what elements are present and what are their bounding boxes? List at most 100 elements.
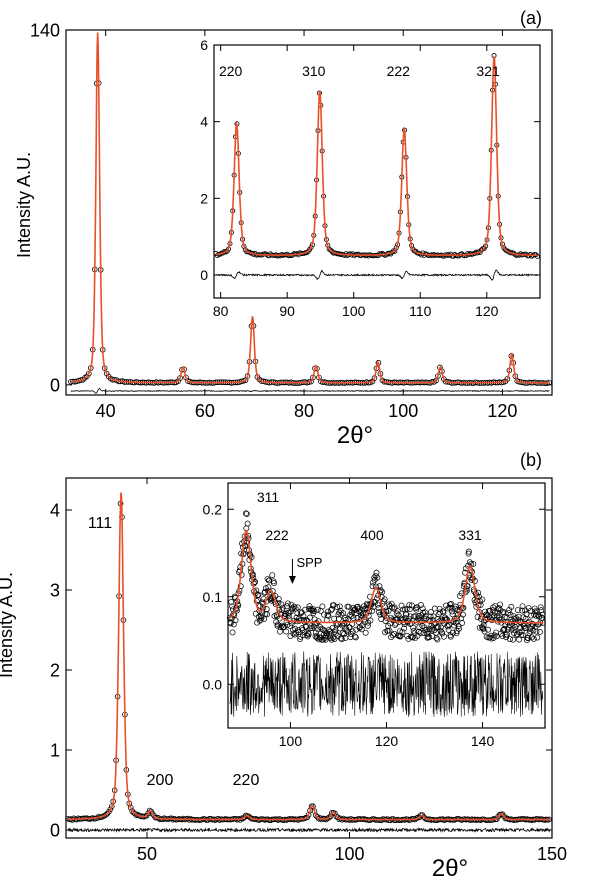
data-point <box>480 622 487 629</box>
data-point <box>312 629 319 636</box>
data-point <box>384 627 391 634</box>
data-point <box>509 620 516 627</box>
data-point <box>533 628 540 635</box>
data-point <box>389 249 395 255</box>
data-point <box>315 626 322 633</box>
data-point <box>422 613 429 620</box>
data-point <box>503 634 510 641</box>
data-point <box>86 370 92 377</box>
data-point <box>520 632 526 639</box>
data-point <box>314 606 321 613</box>
data-point <box>374 601 381 608</box>
data-point <box>472 577 478 584</box>
data-point <box>263 606 270 613</box>
data-point <box>336 603 343 610</box>
data-point <box>300 613 307 620</box>
data-point <box>369 583 376 590</box>
data-point <box>283 628 290 635</box>
inset-a-xtick-label: 80 <box>213 303 229 319</box>
panel-b-frame <box>65 477 553 839</box>
data-point <box>508 603 515 610</box>
data-point <box>328 247 334 253</box>
data-point <box>383 614 390 621</box>
data-point <box>413 606 420 613</box>
data-point <box>519 607 526 614</box>
panel-b-ytick-label: 3 <box>50 580 60 600</box>
data-point <box>362 629 369 636</box>
data-point <box>381 596 388 603</box>
data-point <box>448 604 455 611</box>
data-point <box>292 625 299 632</box>
data-point <box>372 572 379 579</box>
data-point <box>304 814 310 821</box>
data-point <box>244 520 251 527</box>
data-point <box>459 620 466 626</box>
data-point <box>243 511 250 517</box>
data-point <box>391 604 398 611</box>
data-point <box>440 609 447 616</box>
data-point <box>510 630 517 636</box>
inset-a-xtick-label: 90 <box>279 303 295 319</box>
data-point <box>379 589 386 595</box>
data-point <box>466 548 472 555</box>
data-point <box>441 253 447 259</box>
inset-a-xtick-label: 110 <box>409 303 432 319</box>
data-point <box>418 618 425 625</box>
data-point <box>260 604 267 611</box>
data-point <box>326 814 332 821</box>
data-point <box>373 583 379 590</box>
data-point <box>415 615 421 622</box>
data-point <box>418 602 424 608</box>
data-point <box>439 630 446 637</box>
data-point <box>277 628 284 635</box>
data-point <box>284 600 291 607</box>
data-point <box>528 612 535 619</box>
inset-b-difference-curve <box>229 651 543 718</box>
data-point <box>230 621 237 628</box>
panel-b-xtick-label: 150 <box>537 844 567 864</box>
data-point <box>534 634 541 641</box>
panel-a-xtick-label: 40 <box>96 401 116 421</box>
panel-a-y-axis-label: Intensity A.U. <box>14 152 34 258</box>
data-point <box>533 608 540 615</box>
data-point <box>268 597 275 604</box>
data-point <box>401 625 408 632</box>
data-point <box>450 629 456 636</box>
data-point <box>331 636 338 642</box>
data-point <box>497 601 504 608</box>
data-point <box>459 611 466 618</box>
data-point <box>444 623 451 630</box>
inset-b-peak-label: 400 <box>360 527 384 543</box>
data-point <box>285 613 292 620</box>
data-point <box>230 611 237 618</box>
data-point <box>430 613 437 620</box>
inset-b-data-points <box>226 510 546 644</box>
data-point <box>493 633 500 640</box>
data-point <box>252 590 259 597</box>
panel-a-fit-line <box>71 32 550 384</box>
data-point <box>433 635 440 642</box>
data-point <box>349 628 356 635</box>
data-point <box>388 634 395 641</box>
data-point <box>518 631 525 638</box>
data-point <box>334 604 341 610</box>
data-point <box>302 606 309 613</box>
panel-a-difference-curve <box>70 387 550 394</box>
data-point <box>127 804 134 811</box>
data-point <box>318 625 325 632</box>
data-point <box>293 614 300 621</box>
data-point <box>440 633 447 640</box>
data-point <box>312 633 319 640</box>
data-point <box>487 607 494 614</box>
data-point <box>149 811 156 817</box>
data-point <box>433 377 439 384</box>
data-point <box>481 628 488 635</box>
panel-b-ytick-label: 0 <box>50 820 60 840</box>
panel-a-ytick-label: 140 <box>30 20 60 40</box>
data-point <box>345 603 352 610</box>
data-point <box>453 630 460 637</box>
data-point <box>320 636 327 643</box>
data-point <box>523 625 529 632</box>
panel-a-xtick-label: 80 <box>294 401 314 421</box>
